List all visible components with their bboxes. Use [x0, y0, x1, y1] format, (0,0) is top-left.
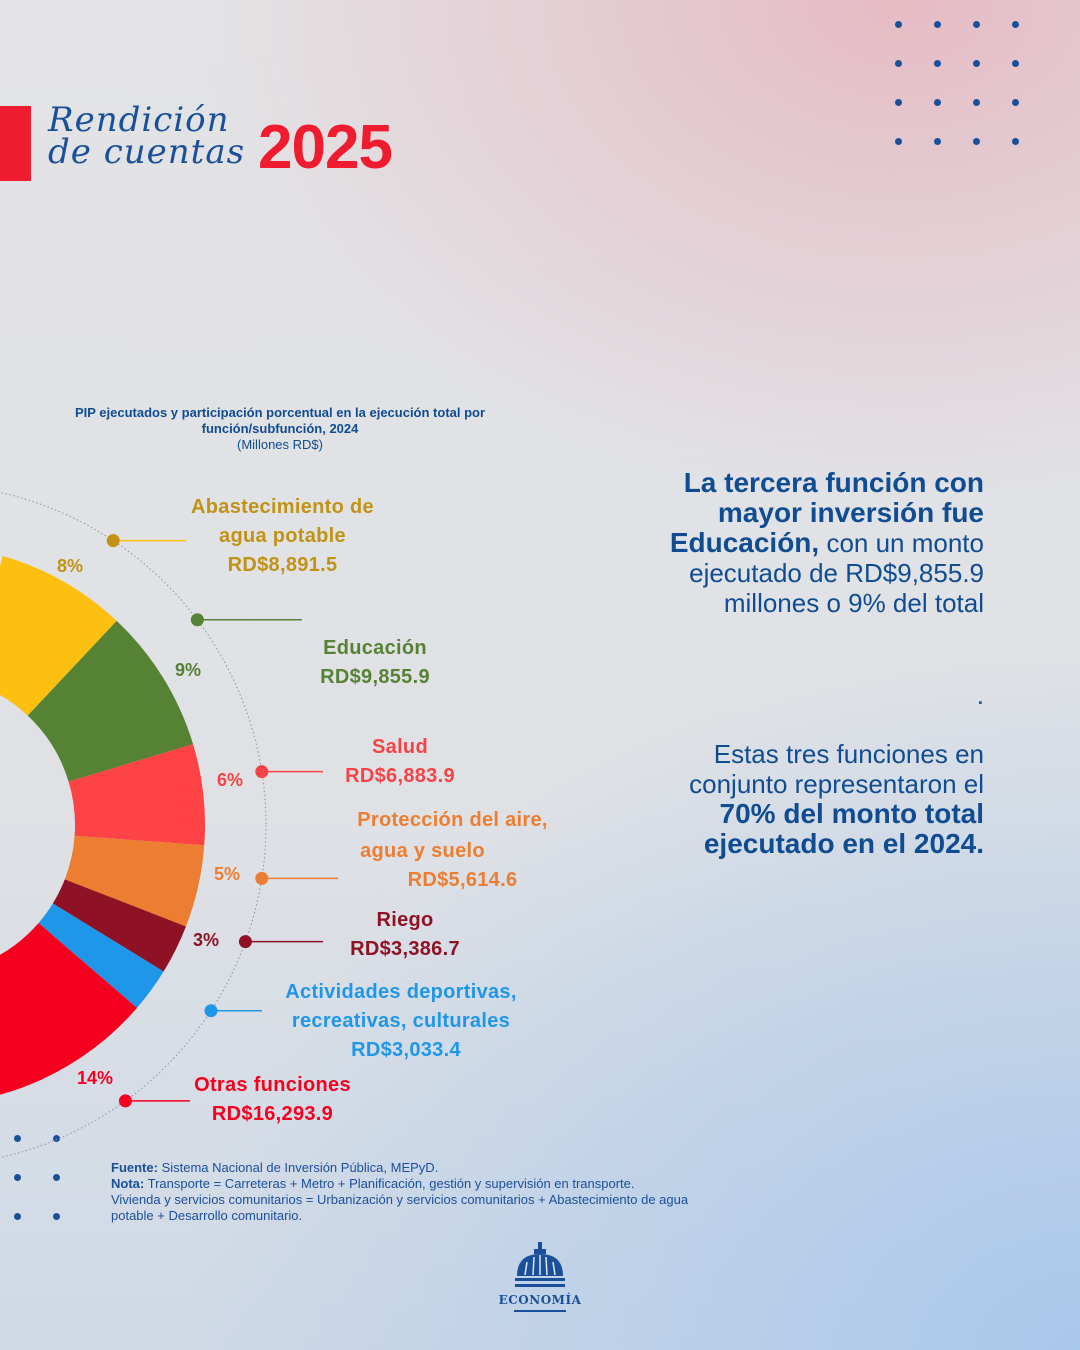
donut-slice: [64, 835, 205, 927]
fuente-label: Fuente:: [111, 1160, 158, 1175]
brand-title: Rendición de cuentas: [48, 100, 246, 172]
label-educacion: Educación RD$9,855.9: [305, 634, 445, 692]
leader-marker: [106, 534, 120, 548]
leader-marker: [255, 765, 269, 779]
label-actividades: Actividades deportivas, recreativas, cult…: [265, 978, 537, 1065]
percent-label: 8%: [57, 556, 84, 576]
label-text: agua y suelo: [360, 840, 485, 862]
separator-dot: .: [976, 680, 984, 710]
label-text: agua potable: [219, 525, 346, 547]
label-salud: Salud RD$6,883.9: [335, 733, 465, 791]
highlight-bold: La tercera función con mayor inversión f…: [683, 467, 984, 528]
value-label: RD$3,386.7: [350, 938, 460, 960]
label-text: Educación: [323, 637, 427, 659]
label-proteccion: Protección del aire, agua y suelo RD$5,614…: [340, 805, 565, 896]
donut-slice: [27, 620, 194, 782]
logo-text: ECONOMÍA: [498, 1293, 582, 1307]
highlight-text: ejecutado de RD$9,855.9: [689, 558, 984, 588]
footnote: Fuente: Sistema Nacional de Inversión Pú…: [111, 1160, 688, 1224]
donut-slice: [52, 879, 186, 972]
value-label: RD$5,614.6: [407, 869, 518, 891]
nota-text: Vivienda y servicios comunitarios = Urba…: [111, 1192, 689, 1207]
highlight-text: conjunto representaron el: [689, 769, 984, 799]
economia-logo: ECONOMÍA: [490, 1240, 590, 1312]
label-text: Abastecimiento de: [191, 496, 374, 518]
highlight-bold: ejecutado en el 2024.: [703, 828, 984, 859]
donut-slice: [38, 903, 164, 1008]
label-text: Salud: [372, 736, 428, 758]
dome-icon: [515, 1242, 565, 1287]
nota-text: potable + Desarrollo comunitario.: [111, 1208, 303, 1223]
accent-bar: [0, 106, 31, 181]
leader-marker: [238, 935, 252, 949]
value-label: RD$3,033.4: [351, 1039, 461, 1061]
value-label: RD$6,883.9: [345, 765, 455, 787]
donut-slice: [0, 922, 138, 1095]
donut-slice: [0, 556, 117, 716]
leader-marker: [190, 613, 204, 627]
brand-line-2: de cuentas: [48, 132, 246, 172]
highlight-paragraph-1: La tercera función con mayor inversión f…: [624, 467, 984, 619]
percent-label: 3%: [193, 930, 220, 950]
leader-marker: [118, 1094, 132, 1108]
fuente-text: Sistema Nacional de Inversión Pública, M…: [161, 1160, 439, 1175]
percent-label: 5%: [214, 864, 241, 884]
nota-label: Nota:: [111, 1176, 145, 1191]
label-riego: Riego RD$3,386.7: [335, 906, 475, 964]
leader-marker: [255, 871, 269, 885]
donut-slice: [68, 744, 206, 846]
label-text: Otras funciones: [194, 1074, 351, 1096]
year: 2025: [258, 113, 393, 182]
percent-label: 9%: [175, 660, 202, 680]
highlight-text: millones o 9% del total: [723, 588, 984, 618]
logo-underline: [514, 1310, 566, 1312]
percent-label: 14%: [77, 1068, 114, 1088]
label-text: Riego: [376, 909, 434, 931]
highlight-text: con un monto: [826, 528, 984, 558]
guide-circle: [0, 491, 267, 1159]
label-abastecimiento: Abastecimiento de agua potable RD$8,891.5: [170, 493, 395, 580]
chart-title: PIP ejecutados y participación porcentua…: [30, 405, 530, 453]
value-label: RD$8,891.5: [227, 554, 338, 576]
chart-title-text: PIP ejecutados y participación porcentua…: [74, 405, 486, 436]
value-label: RD$16,293.9: [211, 1103, 334, 1125]
dot-grid-decoration: [895, 21, 1019, 145]
dot-grid-decoration-bottom: [14, 1135, 60, 1220]
label-text: recreativas, culturales: [291, 1010, 511, 1032]
label-text: Actividades deportivas,: [285, 981, 517, 1003]
label-text: Protección del aire,: [357, 809, 548, 831]
leader-marker: [204, 1004, 218, 1018]
highlight-bold: 70% del monto total: [719, 798, 984, 829]
label-otras: Otras funciones RD$16,293.9: [180, 1071, 365, 1129]
highlight-paragraph-2: Estas tres funciones en conjunto represe…: [624, 739, 984, 859]
brand-line-1: Rendición: [48, 100, 230, 140]
value-label: RD$9,855.9: [320, 666, 430, 688]
chart-subtitle: (Millones RD$): [237, 437, 323, 452]
percent-label: 6%: [217, 770, 244, 790]
nota-text: Transporte = Carreteras + Metro + Planif…: [147, 1176, 635, 1191]
highlight-text: Estas tres funciones en: [713, 739, 984, 769]
highlight-bold: Educación,: [669, 527, 820, 558]
